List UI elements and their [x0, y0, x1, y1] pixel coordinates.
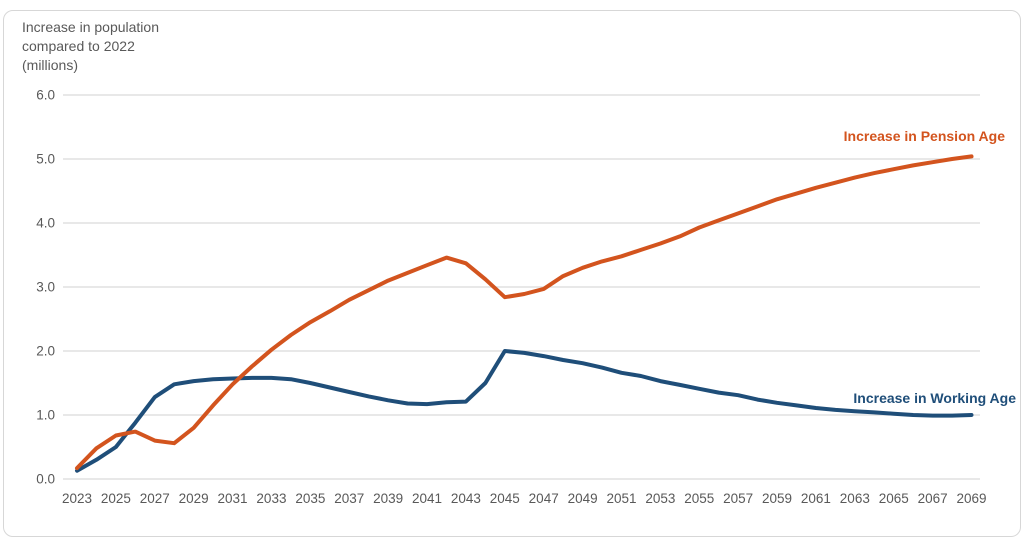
- x-tick-label: 2037: [334, 491, 364, 506]
- x-tick-label: 2065: [879, 491, 909, 506]
- x-tick-label: 2025: [101, 491, 131, 506]
- x-tick-label: 2043: [451, 491, 481, 506]
- working-age-line: [75, 349, 974, 473]
- y-tick-label: 1.0: [36, 408, 55, 423]
- x-tick-label: 2069: [956, 491, 986, 506]
- x-tick-label: 2059: [762, 491, 792, 506]
- y-tick-label: 0.0: [36, 472, 55, 487]
- pension-series-label: Increase in Pension Age: [843, 128, 1005, 144]
- x-tick-label: 2035: [295, 491, 325, 506]
- x-tick-label: 2047: [529, 491, 559, 506]
- x-tick-label: 2027: [140, 491, 170, 506]
- x-tick-label: 2029: [179, 491, 209, 506]
- chart-title: Increase in population compared to 2022 …: [22, 18, 222, 75]
- x-tick-label: 2039: [373, 491, 403, 506]
- y-tick-label: 6.0: [36, 88, 55, 103]
- chart-title-line-1: Increase in population: [22, 19, 159, 35]
- y-tick-label: 2.0: [36, 344, 55, 359]
- chart-title-line-2: compared to 2022: [22, 38, 135, 54]
- y-tick-label: 5.0: [36, 152, 55, 167]
- x-tick-label: 2061: [801, 491, 831, 506]
- chart-card-border: [3, 10, 1021, 537]
- x-tick-label: 2041: [412, 491, 442, 506]
- x-tick-label: 2057: [723, 491, 753, 506]
- x-tick-label: 2053: [645, 491, 675, 506]
- x-tick-label: 2049: [568, 491, 598, 506]
- x-tick-label: 2045: [490, 491, 520, 506]
- x-tick-label: 2031: [218, 491, 248, 506]
- x-tick-label: 2033: [256, 491, 286, 506]
- y-tick-label: 3.0: [36, 280, 55, 295]
- y-tick-label: 4.0: [36, 216, 55, 231]
- chart-title-line-3: (millions): [22, 57, 78, 73]
- x-tick-label: 2023: [62, 491, 92, 506]
- pension-age-line: [75, 154, 974, 471]
- x-tick-label: 2051: [606, 491, 636, 506]
- working-series-label: Increase in Working Age: [853, 390, 1016, 406]
- x-tick-label: 2067: [918, 491, 948, 506]
- x-tick-label: 2063: [840, 491, 870, 506]
- x-tick-label: 2055: [684, 491, 714, 506]
